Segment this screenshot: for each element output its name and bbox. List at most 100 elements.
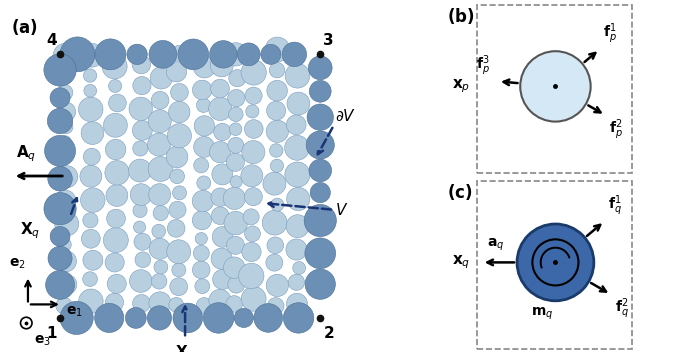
Circle shape: [210, 40, 237, 68]
Circle shape: [82, 230, 100, 248]
Circle shape: [195, 279, 210, 294]
Circle shape: [212, 269, 233, 289]
Circle shape: [305, 238, 336, 269]
Circle shape: [245, 47, 258, 60]
Circle shape: [133, 141, 148, 156]
Text: $\mathbf{A}_q$: $\mathbf{A}_q$: [16, 144, 36, 164]
Circle shape: [169, 201, 186, 218]
Circle shape: [57, 275, 77, 295]
Circle shape: [107, 209, 125, 228]
Circle shape: [133, 76, 151, 95]
Circle shape: [192, 210, 212, 230]
Circle shape: [192, 261, 210, 279]
Circle shape: [58, 70, 73, 84]
Circle shape: [224, 43, 247, 66]
Circle shape: [84, 84, 97, 97]
Circle shape: [238, 263, 264, 289]
Circle shape: [532, 239, 578, 285]
Circle shape: [307, 104, 334, 130]
Circle shape: [241, 60, 266, 85]
Circle shape: [269, 144, 283, 157]
Circle shape: [265, 37, 290, 62]
Circle shape: [169, 101, 190, 123]
Circle shape: [55, 212, 79, 236]
Circle shape: [223, 187, 245, 209]
Circle shape: [173, 186, 186, 200]
Circle shape: [212, 226, 233, 247]
Circle shape: [267, 80, 288, 101]
Circle shape: [59, 136, 71, 148]
Text: $\mathbf{f}^2_p$: $\mathbf{f}^2_p$: [610, 118, 623, 142]
Circle shape: [224, 212, 247, 235]
Circle shape: [267, 298, 284, 314]
Text: $\mathbf{e}_3$: $\mathbf{e}_3$: [34, 334, 51, 348]
Circle shape: [53, 43, 78, 68]
Circle shape: [60, 37, 95, 72]
Text: $\partial V$: $\partial V$: [336, 108, 357, 124]
Circle shape: [48, 166, 73, 191]
Circle shape: [109, 80, 122, 93]
Circle shape: [105, 293, 123, 311]
Circle shape: [54, 190, 76, 212]
Text: $\mathbf{f}^3_p$: $\mathbf{f}^3_p$: [476, 53, 490, 78]
Circle shape: [55, 251, 77, 272]
Circle shape: [210, 54, 233, 77]
Circle shape: [151, 274, 167, 289]
Circle shape: [290, 52, 303, 65]
Circle shape: [287, 92, 310, 115]
Circle shape: [229, 123, 242, 136]
Circle shape: [154, 260, 168, 274]
Text: $\mathbf{(a)}$: $\mathbf{(a)}$: [11, 17, 38, 37]
Circle shape: [267, 237, 284, 254]
Circle shape: [212, 207, 229, 225]
Circle shape: [106, 184, 128, 206]
Circle shape: [135, 252, 151, 268]
Circle shape: [167, 219, 185, 237]
Circle shape: [193, 245, 210, 261]
Circle shape: [288, 274, 305, 290]
Circle shape: [245, 188, 262, 206]
Circle shape: [102, 54, 127, 79]
Circle shape: [95, 303, 124, 333]
Circle shape: [56, 149, 71, 164]
Circle shape: [194, 137, 214, 157]
Circle shape: [262, 210, 287, 235]
Circle shape: [147, 306, 171, 330]
Circle shape: [286, 293, 308, 314]
Circle shape: [210, 142, 231, 163]
Circle shape: [211, 248, 232, 269]
Circle shape: [129, 159, 151, 182]
Circle shape: [271, 159, 284, 172]
Circle shape: [47, 108, 73, 134]
Circle shape: [58, 238, 71, 251]
Circle shape: [79, 97, 103, 122]
Text: $\mathbf{X}_q$: $\mathbf{X}_q$: [19, 220, 40, 240]
Text: $V$: $V$: [336, 202, 349, 219]
Circle shape: [214, 123, 231, 141]
Circle shape: [153, 206, 169, 221]
Circle shape: [196, 298, 212, 314]
Circle shape: [203, 303, 234, 333]
Circle shape: [194, 158, 209, 173]
Circle shape: [133, 295, 151, 312]
Text: $\mathbf{e}_1$: $\mathbf{e}_1$: [66, 305, 83, 320]
Circle shape: [266, 254, 283, 271]
Text: 2: 2: [323, 326, 334, 341]
Circle shape: [227, 89, 245, 107]
Circle shape: [178, 39, 209, 70]
Text: $\mathbf{(b)}$: $\mathbf{(b)}$: [447, 6, 474, 26]
Circle shape: [125, 308, 147, 328]
Circle shape: [152, 224, 166, 238]
Text: $\mathbf{a}_q$: $\mathbf{a}_q$: [487, 237, 504, 253]
Circle shape: [223, 257, 245, 278]
Circle shape: [171, 45, 186, 61]
Circle shape: [95, 39, 126, 70]
Circle shape: [306, 131, 334, 159]
Circle shape: [166, 62, 186, 82]
Circle shape: [228, 276, 245, 293]
Circle shape: [227, 236, 245, 254]
Circle shape: [520, 51, 590, 121]
Circle shape: [286, 239, 307, 260]
Circle shape: [21, 317, 32, 329]
Circle shape: [304, 205, 336, 237]
